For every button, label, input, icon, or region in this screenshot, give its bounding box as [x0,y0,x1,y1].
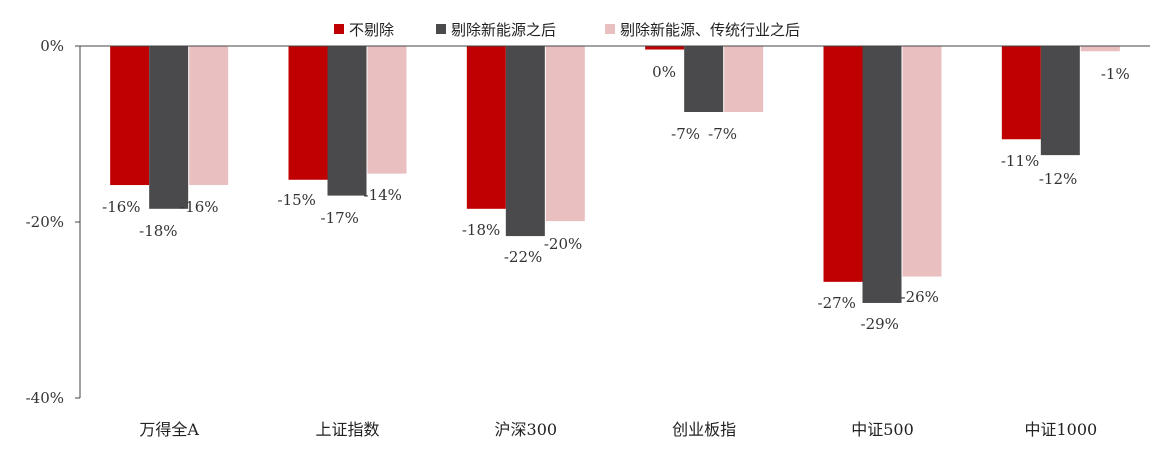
category-label-5: 中证500 [851,420,914,439]
bar-6-series-2 [1040,46,1080,156]
data-label-1-series-1: -16% [102,198,140,216]
data-label-6-series-2: -12% [1039,170,1077,188]
bars [110,46,1120,303]
data-label-6-series-1: -11% [1001,152,1039,170]
bar-4-series-2 [684,46,724,112]
data-label-6-series-3: -1% [1101,65,1130,83]
legend-label-2: 剔除新能源之后 [451,21,556,39]
bar-5-series-2 [862,46,902,303]
legend-swatch-1 [334,24,344,34]
data-label-4-series-3: -7% [708,125,737,143]
data-label-4-series-1: 0% [652,63,676,81]
data-label-3-series-1: -18% [462,221,500,239]
bar-3-series-2 [505,46,545,237]
axes: 万得全A 上证指数 沪深300 创业板指 中证500 中证1000 0% -20% -40% [26,37,1150,439]
data-label-4-series-2: -7% [671,125,700,143]
data-label-5-series-3: -26% [901,288,939,306]
data-label-2-series-1: -15% [278,191,316,209]
bar-1-series-1 [110,46,150,186]
category-label-1: 万得全A [139,420,199,439]
bar-1-series-3 [189,46,229,186]
bar-2-series-2 [327,46,367,196]
data-label-2-series-2: -17% [321,209,359,227]
y-tick-label: -40% [26,389,64,407]
category-label-3: 沪深300 [495,420,558,439]
bar-3-series-3 [545,46,585,222]
data-label-5-series-2: -29% [861,315,899,333]
category-label-6: 中证1000 [1024,420,1097,439]
bar-2-series-1 [288,46,328,180]
legend-label-1: 不剔除 [349,21,394,39]
bar-2-series-3 [367,46,407,174]
category-label-2: 上证指数 [315,420,379,439]
legend-swatch-2 [436,24,446,34]
y-tick-label: -20% [26,213,64,231]
data-label-5-series-1: -27% [818,294,856,312]
bar-3-series-1 [466,46,506,209]
bar-5-series-1 [823,46,863,282]
data-label-3-series-3: -20% [544,235,582,253]
y-tick-label: 0% [40,37,64,55]
data-labels: -16%-18%-16% -15%-17%-14%-18%-22%-20%0%-7… [102,63,1130,333]
data-label-1-series-3: -16% [180,198,218,216]
bar-1-series-2 [149,46,189,209]
data-label-3-series-2: -22% [504,248,542,266]
bar-4-series-1 [645,46,685,50]
bar-5-series-3 [902,46,942,277]
bar-6-series-1 [1001,46,1041,140]
bar-4-series-3 [724,46,764,112]
legend-swatch-3 [605,24,615,34]
bar-6-series-3 [1080,46,1120,52]
category-label-4: 创业板指 [672,420,736,439]
legend: 不剔除 剔除新能源之后 剔除新能源、传统行业之后 [334,21,800,39]
legend-label-3: 剔除新能源、传统行业之后 [620,21,800,39]
data-label-2-series-3: -14% [364,186,402,204]
data-label-1-series-2: -18% [139,222,177,240]
